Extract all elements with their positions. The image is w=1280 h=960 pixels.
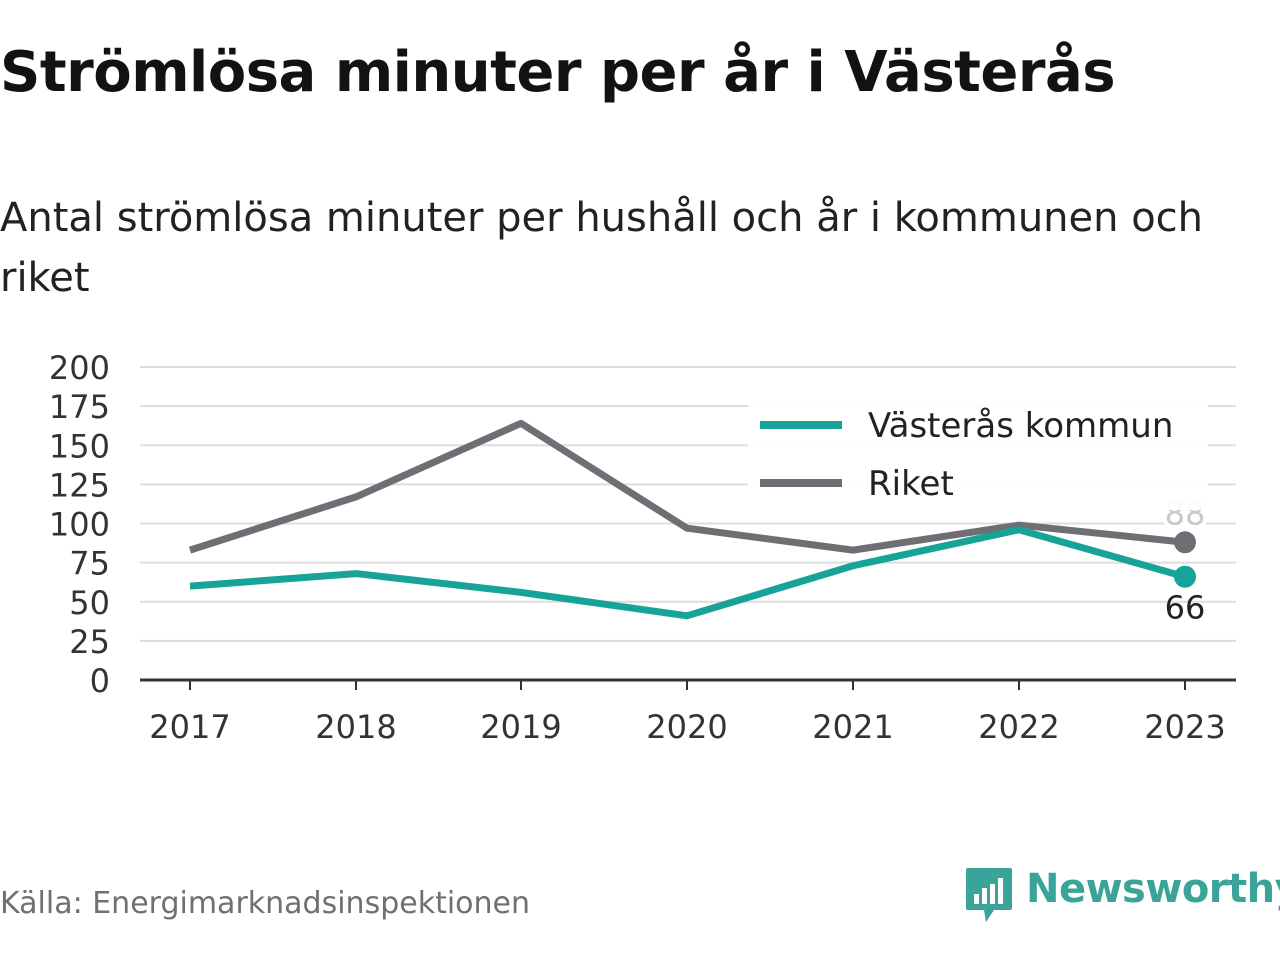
- y-tick-label: 0: [90, 662, 110, 700]
- y-tick-label: 75: [69, 545, 110, 583]
- end-label-vasteras: 66: [1165, 589, 1206, 627]
- end-point-vasteras: [1174, 565, 1196, 588]
- y-tick-label: 25: [69, 623, 110, 661]
- x-tick-label: 2020: [646, 708, 727, 746]
- source-note: Källa: Energimarknadsinspektionen: [0, 886, 531, 921]
- x-tick-label: 2019: [480, 708, 561, 746]
- chart-subtitle: Antal strömlösa minuter per hushåll och …: [0, 195, 1204, 301]
- y-tick-label: 175: [49, 388, 110, 426]
- y-tick-label: 125: [49, 466, 110, 504]
- y-tick-label: 50: [69, 584, 110, 622]
- x-tick-label: 2021: [812, 708, 893, 746]
- legend-box: [748, 402, 1208, 510]
- y-tick-label: 200: [49, 349, 110, 387]
- newsworthy-logo-icon: [966, 868, 1012, 922]
- x-tick-label: 2022: [978, 708, 1059, 746]
- brand-logo[interactable]: Newsworthy: [964, 866, 1280, 926]
- x-tick-label: 2017: [149, 708, 230, 746]
- x-tick-label: 2018: [315, 708, 396, 746]
- series-line-riket: [188, 419, 1186, 554]
- chart-title: Strömlösa minuter per år i Västerås: [0, 40, 1116, 105]
- x-tick-label: 2023: [1144, 708, 1225, 746]
- end-point-riket: [1174, 531, 1196, 554]
- y-tick-label: 100: [49, 506, 110, 544]
- legend-label: Västerås kommun: [868, 406, 1173, 446]
- legend-label: Riket: [868, 464, 954, 504]
- brand-name: Newsworthy: [1026, 866, 1280, 912]
- y-tick-label: 150: [49, 427, 110, 465]
- series-line-vasteras: [189, 526, 1186, 620]
